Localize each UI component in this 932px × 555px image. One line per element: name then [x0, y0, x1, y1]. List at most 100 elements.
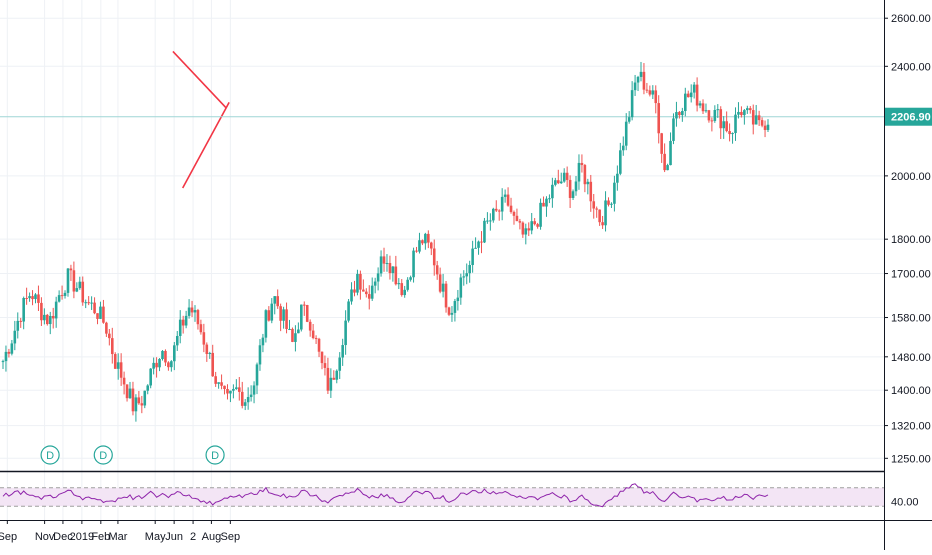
candle-body [492, 208, 495, 221]
candle [610, 202, 613, 208]
candle-body [651, 90, 655, 95]
candle [424, 232, 427, 250]
dividend-marker: D [40, 445, 60, 465]
candle [630, 81, 634, 121]
candle-body [314, 338, 318, 340]
candle-body [78, 281, 82, 289]
candle-body [713, 110, 717, 121]
candle [740, 106, 743, 118]
candle-body [580, 162, 584, 166]
x-tick-label: Feb [91, 531, 110, 543]
candle-body [574, 181, 578, 192]
candle-body [642, 71, 646, 90]
candle [477, 240, 480, 255]
candle [492, 207, 495, 223]
candle [613, 175, 616, 212]
candle-body [226, 388, 229, 394]
candle-body [716, 109, 720, 111]
candle [480, 231, 483, 254]
candle [302, 301, 306, 316]
candle [621, 136, 625, 156]
candle [415, 246, 418, 253]
candle-body [10, 343, 14, 354]
candle-body [686, 93, 690, 98]
candle-body [305, 305, 309, 322]
candle-body [571, 191, 575, 198]
candle-body [211, 352, 215, 377]
candle-body [34, 294, 37, 300]
candle [580, 154, 584, 173]
candle [57, 290, 61, 303]
candle-body [633, 82, 637, 91]
candle-body [657, 103, 661, 134]
candle-body [235, 387, 238, 389]
candle [291, 327, 294, 343]
candle [220, 374, 223, 390]
candle-body [84, 302, 88, 304]
candle [382, 247, 386, 272]
candle-body [276, 296, 279, 307]
candle [521, 221, 525, 238]
candle-body [181, 319, 185, 326]
grid [0, 0, 884, 520]
candle [255, 362, 259, 395]
candle [4, 345, 8, 372]
candle-body [326, 367, 330, 391]
candle [731, 132, 734, 144]
candle-body [246, 397, 250, 403]
candle-body [666, 165, 669, 171]
candle [669, 132, 672, 166]
candle-body [131, 388, 135, 412]
candle [246, 387, 250, 410]
candle-body [556, 180, 560, 184]
candle-body [214, 376, 217, 384]
candle [397, 278, 401, 289]
candle [657, 95, 661, 144]
candle [751, 104, 755, 135]
candle [645, 82, 649, 94]
candle-body [143, 390, 147, 406]
candle-body [604, 200, 607, 226]
candle-body [530, 221, 534, 231]
candle [403, 285, 406, 298]
candle-body [512, 211, 516, 216]
candle [164, 349, 167, 366]
candle [297, 322, 300, 334]
candle-body [621, 145, 625, 151]
candle [51, 307, 55, 329]
candle-body [675, 112, 678, 119]
candle [187, 299, 191, 319]
candle [571, 189, 575, 200]
candle [10, 339, 14, 356]
candle-body [108, 333, 111, 339]
candle-body [406, 279, 409, 290]
candle [565, 166, 569, 187]
candle-body [302, 304, 306, 306]
candle [190, 300, 194, 318]
candle [252, 381, 256, 404]
candle [760, 117, 764, 128]
candle-body [137, 397, 141, 404]
candle-body [598, 209, 601, 223]
candle-body [388, 263, 392, 274]
candle [459, 273, 463, 305]
candle-body [551, 184, 554, 199]
candle-body [341, 345, 344, 358]
candle-body [728, 131, 731, 135]
candle-body [412, 250, 415, 278]
candle-body [497, 210, 501, 212]
candle [48, 311, 52, 335]
candle [243, 398, 247, 411]
candle [554, 177, 557, 187]
candle [666, 163, 669, 171]
candle-body [119, 362, 123, 378]
candle [766, 119, 770, 132]
candle [217, 382, 220, 389]
candle-body [421, 240, 424, 244]
candle [692, 82, 696, 99]
candle-body [60, 295, 64, 297]
candle [598, 209, 601, 226]
candle-body [409, 277, 412, 280]
candle [131, 381, 135, 416]
